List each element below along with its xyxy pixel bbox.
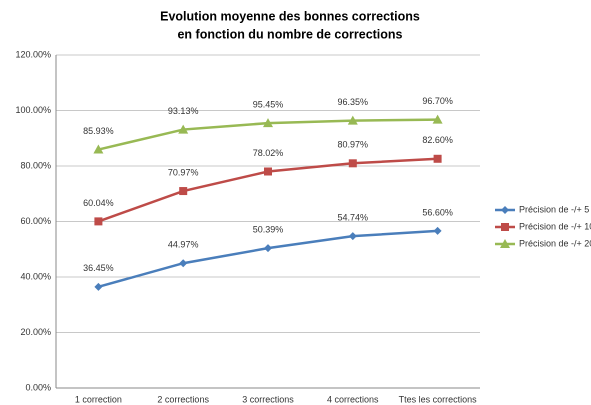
marker: [179, 259, 188, 268]
data-label: 54.74%: [338, 212, 369, 222]
marker: [433, 154, 442, 163]
marker: [93, 144, 104, 154]
legend-label: Précision de -/+ 5: [519, 204, 589, 214]
marker: [264, 167, 272, 176]
marker: [348, 159, 357, 168]
data-label: 70.97%: [168, 167, 199, 177]
marker: [264, 244, 272, 253]
marker: [432, 114, 443, 124]
data-label: 95.45%: [253, 100, 284, 110]
data-label: 82.60%: [422, 135, 453, 145]
y-tick-label: 100.00%: [15, 105, 51, 115]
marker: [347, 115, 358, 125]
x-tick-label: 3 corrections: [242, 394, 294, 404]
data-label: 96.35%: [338, 97, 369, 107]
legend-marker: [500, 239, 510, 248]
marker: [94, 282, 103, 291]
data-label: 56.60%: [422, 207, 453, 217]
x-tick-label: 4 corrections: [327, 394, 379, 404]
y-tick-label: 80.00%: [20, 160, 51, 170]
legend-label: Précision de -/+ 10: [519, 221, 591, 231]
marker: [179, 187, 188, 196]
data-label: 93.13%: [168, 106, 199, 116]
marker: [263, 118, 273, 128]
marker: [178, 124, 189, 134]
y-tick-label: 40.00%: [20, 271, 51, 281]
data-label: 36.45%: [83, 263, 114, 273]
data-label: 78.02%: [253, 148, 284, 158]
marker: [348, 232, 357, 241]
legend-label: Précision de -/+ 20: [519, 238, 591, 248]
legend-marker: [501, 206, 509, 214]
y-tick-label: 60.00%: [20, 216, 51, 226]
data-label: 80.97%: [338, 140, 369, 150]
y-tick-label: 0.00%: [25, 382, 51, 392]
y-tick-label: 20.00%: [20, 327, 51, 337]
data-label: 96.70%: [422, 96, 453, 106]
x-tick-label: 1 correction: [75, 394, 122, 404]
legend-marker: [501, 223, 509, 231]
chart-title: Evolution moyenne des bonnes corrections: [160, 9, 420, 23]
marker: [433, 226, 442, 235]
y-tick-label: 120.00%: [15, 49, 51, 59]
data-label: 85.93%: [83, 126, 114, 136]
marker: [94, 217, 103, 226]
data-label: 50.39%: [253, 225, 284, 235]
x-tick-label: Ttes les corrections: [399, 394, 478, 404]
chart-title: en fonction du nombre de corrections: [177, 27, 402, 41]
x-tick-label: 2 corrections: [157, 394, 209, 404]
data-label: 60.04%: [83, 198, 114, 208]
data-label: 44.97%: [168, 240, 199, 250]
